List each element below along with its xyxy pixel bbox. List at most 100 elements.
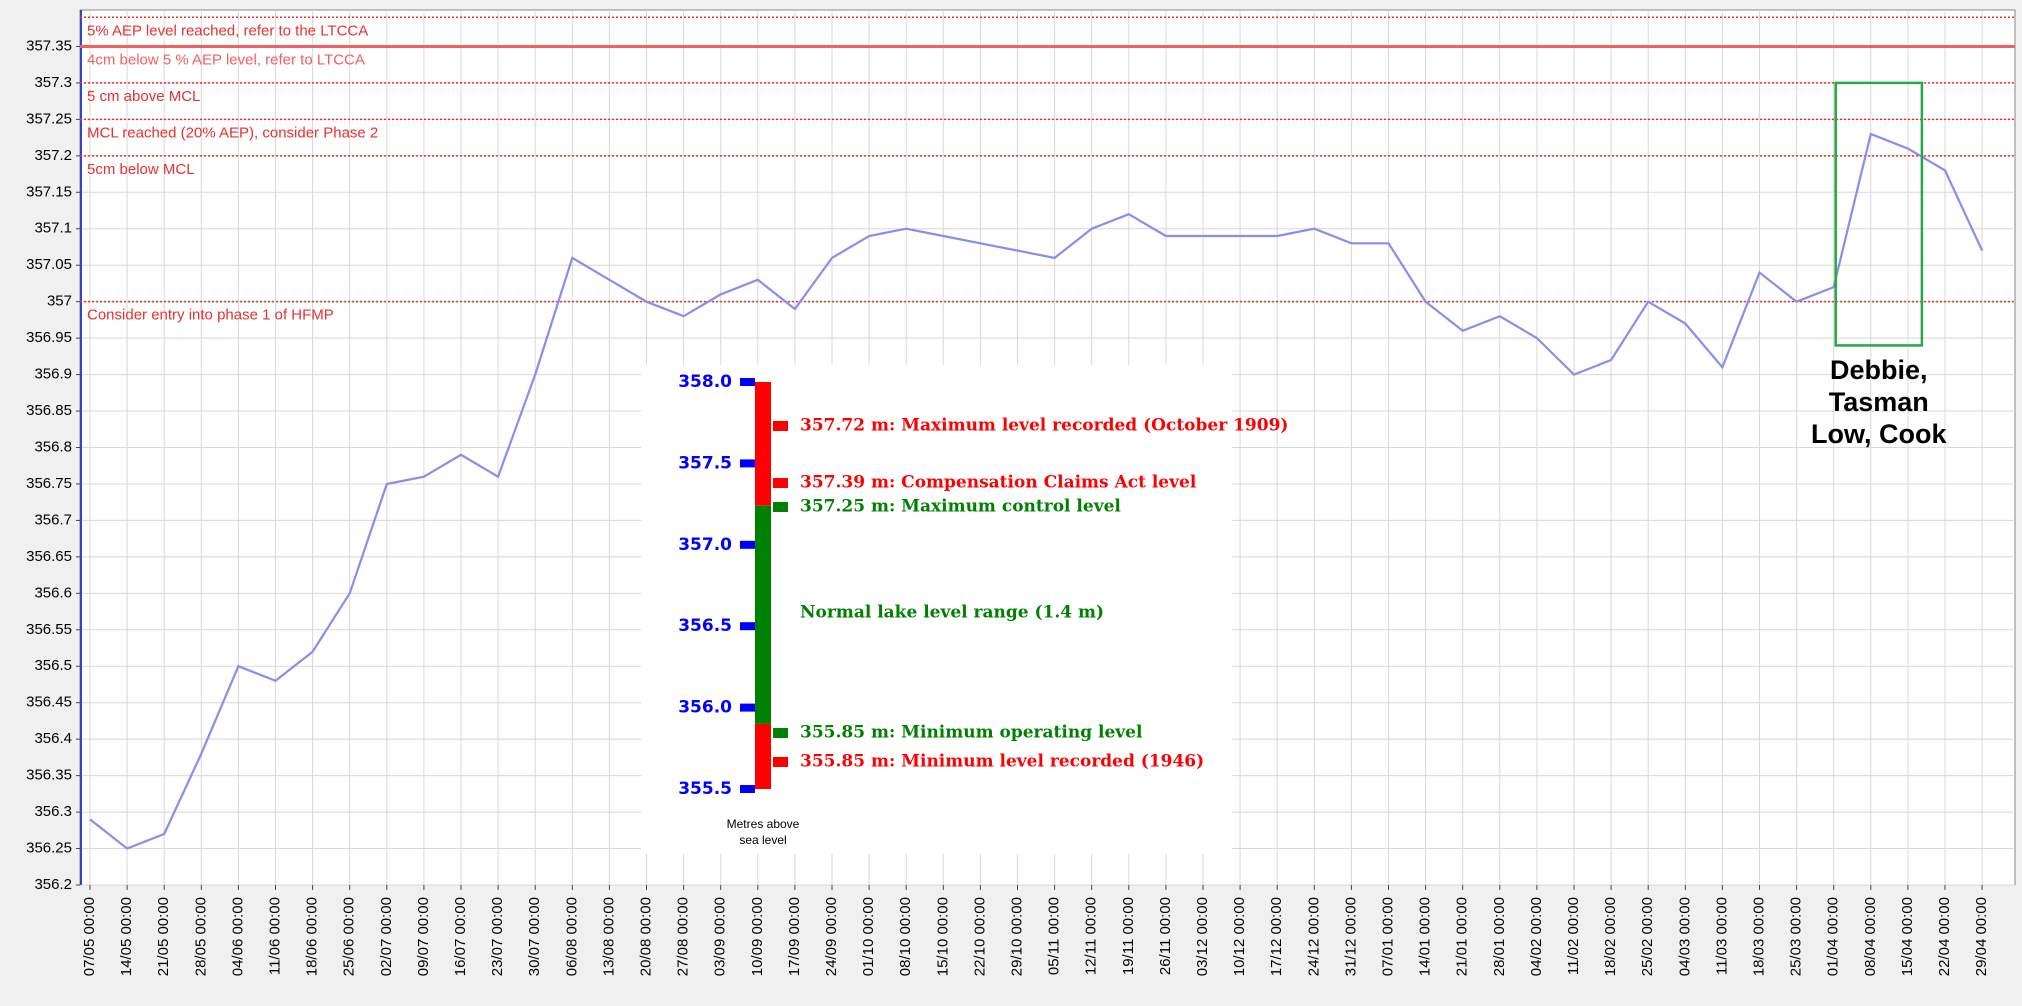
y-tick-label: 357.2 (34, 147, 72, 164)
inset-axis-label: Metres above (727, 817, 800, 831)
y-tick-label: 357 (47, 293, 72, 310)
inset-tick (740, 785, 755, 793)
y-tick-label: 356.7 (34, 511, 72, 528)
x-tick-label: 15/10 00:00 (934, 897, 951, 976)
inset-marker (773, 502, 788, 512)
data-line (89, 132, 1984, 850)
x-tick-label: 03/12 00:00 (1194, 897, 1211, 976)
x-tick-label: 04/06 00:00 (229, 897, 246, 976)
x-tick-label: 13/08 00:00 (600, 897, 617, 976)
x-tick-label: 29/10 00:00 (1008, 897, 1025, 976)
inset-tick-label: 357.5 (678, 453, 732, 473)
x-tick-label: 31/12 00:00 (1342, 897, 1359, 976)
inset-marker (773, 478, 788, 488)
x-tick-label: 28/05 00:00 (192, 897, 209, 976)
x-tick-label: 01/04 00:00 (1825, 897, 1842, 976)
x-tick-label: 08/10 00:00 (897, 897, 914, 976)
y-tick-label: 356.9 (34, 366, 72, 383)
y-tick-label: 356.75 (26, 475, 72, 492)
x-tick-label: 19/11 00:00 (1120, 897, 1137, 975)
inset-tick (740, 378, 755, 386)
x-tick-label: 08/04 00:00 (1862, 897, 1879, 976)
inset-segment (755, 505, 771, 724)
inset-tick-label: 355.5 (678, 779, 732, 799)
y-tick-label: 357.05 (26, 256, 72, 273)
x-tick-label: 06/08 00:00 (563, 897, 580, 976)
reference-label: 5cm below MCL (87, 161, 195, 178)
x-tick-label: 10/09 00:00 (749, 897, 766, 976)
reference-label: MCL reached (20% AEP), consider Phase 2 (87, 124, 378, 141)
x-tick-label: 04/02 00:00 (1528, 897, 1545, 976)
x-tick-label: 16/07 00:00 (452, 897, 469, 976)
x-tick-label: 11/02 00:00 (1565, 897, 1582, 975)
x-tick-label: 18/02 00:00 (1602, 897, 1619, 976)
annotation-text: Debbie, (1830, 355, 1928, 385)
inset-axis-label: sea level (739, 833, 786, 847)
x-tick-label: 17/12 00:00 (1268, 897, 1285, 976)
inset-tick-label: 356.5 (678, 616, 732, 636)
inset-tick (740, 703, 755, 712)
x-tick-label: 15/04 00:00 (1899, 897, 1916, 976)
reference-label: 5 cm above MCL (87, 88, 200, 105)
x-tick-label: 05/11 00:00 (1046, 897, 1063, 975)
inset-marker (773, 757, 788, 767)
inset-segment (755, 382, 771, 506)
x-tick-label: 21/05 00:00 (155, 897, 172, 976)
x-tick-label: 24/09 00:00 (823, 897, 840, 976)
x-tick-label: 21/01 00:00 (1454, 897, 1471, 976)
inset-label: Normal lake level range (1.4 m) (800, 603, 1104, 623)
x-tick-label: 24/12 00:00 (1305, 897, 1322, 976)
x-tick-label: 03/09 00:00 (712, 897, 729, 976)
x-tick-label: 01/10 00:00 (860, 897, 877, 976)
inset-label: 357.39 m: Compensation Claims Act level (800, 473, 1197, 493)
x-tick-label: 20/08 00:00 (637, 897, 654, 976)
y-tick-label: 356.5 (34, 657, 72, 674)
x-tick-label: 22/04 00:00 (1936, 897, 1953, 976)
reference-label: 4cm below 5 % AEP level, refer to LTCCA (87, 51, 365, 68)
y-tick-label: 356.35 (26, 767, 72, 784)
x-tick-label: 09/07 00:00 (415, 897, 432, 976)
y-tick-label: 356.4 (34, 730, 72, 747)
x-tick-label: 25/03 00:00 (1788, 897, 1805, 976)
x-tick-label: 04/03 00:00 (1676, 897, 1693, 976)
x-tick-label: 29/04 00:00 (1973, 897, 1990, 976)
y-tick-label: 356.95 (26, 329, 72, 346)
y-tick-label: 357.1 (34, 220, 72, 237)
x-tick-label: 25/02 00:00 (1639, 897, 1656, 976)
inset-marker (773, 728, 788, 738)
y-tick-label: 357.35 (26, 37, 72, 54)
y-tick-label: 356.25 (26, 840, 72, 857)
y-tick-label: 356.8 (34, 438, 72, 455)
x-tick-label: 10/12 00:00 (1231, 897, 1248, 976)
x-tick-label: 07/05 00:00 (81, 897, 98, 976)
y-tick-label: 357.25 (26, 110, 72, 127)
y-tick-label: 356.2 (34, 876, 72, 893)
inset-segment (755, 723, 771, 789)
annotation-text: Tasman (1829, 387, 1929, 417)
x-tick-label: 28/01 00:00 (1491, 897, 1508, 976)
y-tick-label: 356.55 (26, 621, 72, 638)
x-tick-label: 23/07 00:00 (489, 897, 506, 976)
inset-tick (740, 459, 755, 468)
reference-label: Consider entry into phase 1 of HFMP (87, 307, 334, 324)
x-tick-label: 07/01 00:00 (1379, 897, 1396, 976)
y-tick-label: 356.3 (34, 803, 72, 820)
inset-tick-label: 358.0 (678, 372, 732, 392)
inset-tick (740, 540, 755, 549)
inset-tick-label: 357.0 (678, 535, 732, 555)
inset-label: 355.85 m: Minimum operating level (800, 723, 1143, 743)
x-tick-label: 18/06 00:00 (304, 897, 321, 976)
x-tick-label: 11/03 00:00 (1713, 897, 1730, 975)
inset-marker (773, 421, 788, 431)
y-tick-label: 357.15 (26, 183, 72, 200)
x-tick-label: 26/11 00:00 (1157, 897, 1174, 975)
y-tick-label: 356.65 (26, 548, 72, 565)
y-tick-label: 357.3 (34, 74, 72, 91)
y-tick-label: 356.45 (26, 694, 72, 711)
inset-label: 357.25 m: Maximum control level (800, 497, 1121, 517)
reference-label: 5% AEP level reached, refer to the LTCCA (87, 22, 368, 39)
y-tick-label: 356.85 (26, 402, 72, 419)
inset-label: 357.72 m: Maximum level recorded (Octobe… (800, 416, 1288, 436)
inset-background (641, 365, 1232, 854)
x-tick-label: 14/01 00:00 (1417, 897, 1434, 976)
